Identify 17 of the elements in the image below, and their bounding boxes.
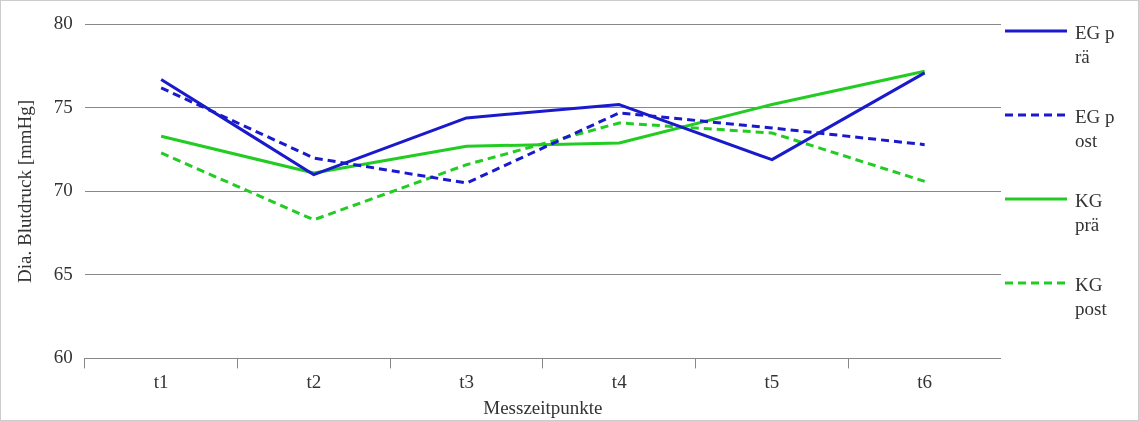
x-tick-label: t3 [459,370,474,392]
y-tick-label: 70 [53,179,73,201]
y-tick-label: 80 [53,12,73,34]
y-tick-label: 75 [53,95,73,117]
x-tick-label: t6 [917,370,933,392]
legend-label: EG post [1075,105,1115,153]
x-axis-title: Messzeitpunkte [483,396,603,418]
y-tick-label: 65 [53,262,73,284]
x-tick-label: t5 [764,370,780,392]
y-tick-label: 60 [53,346,73,368]
x-tick-label: t2 [306,370,322,392]
x-tick-label: t4 [611,370,628,392]
legend-label: KG post [1075,273,1108,321]
y-axis-title: Dia. Blutdruck [mmHg] [14,99,36,283]
legend-label: EG prä [1075,21,1115,69]
legend-label: KG prä [1075,189,1104,237]
x-tick-label: t1 [153,370,169,392]
